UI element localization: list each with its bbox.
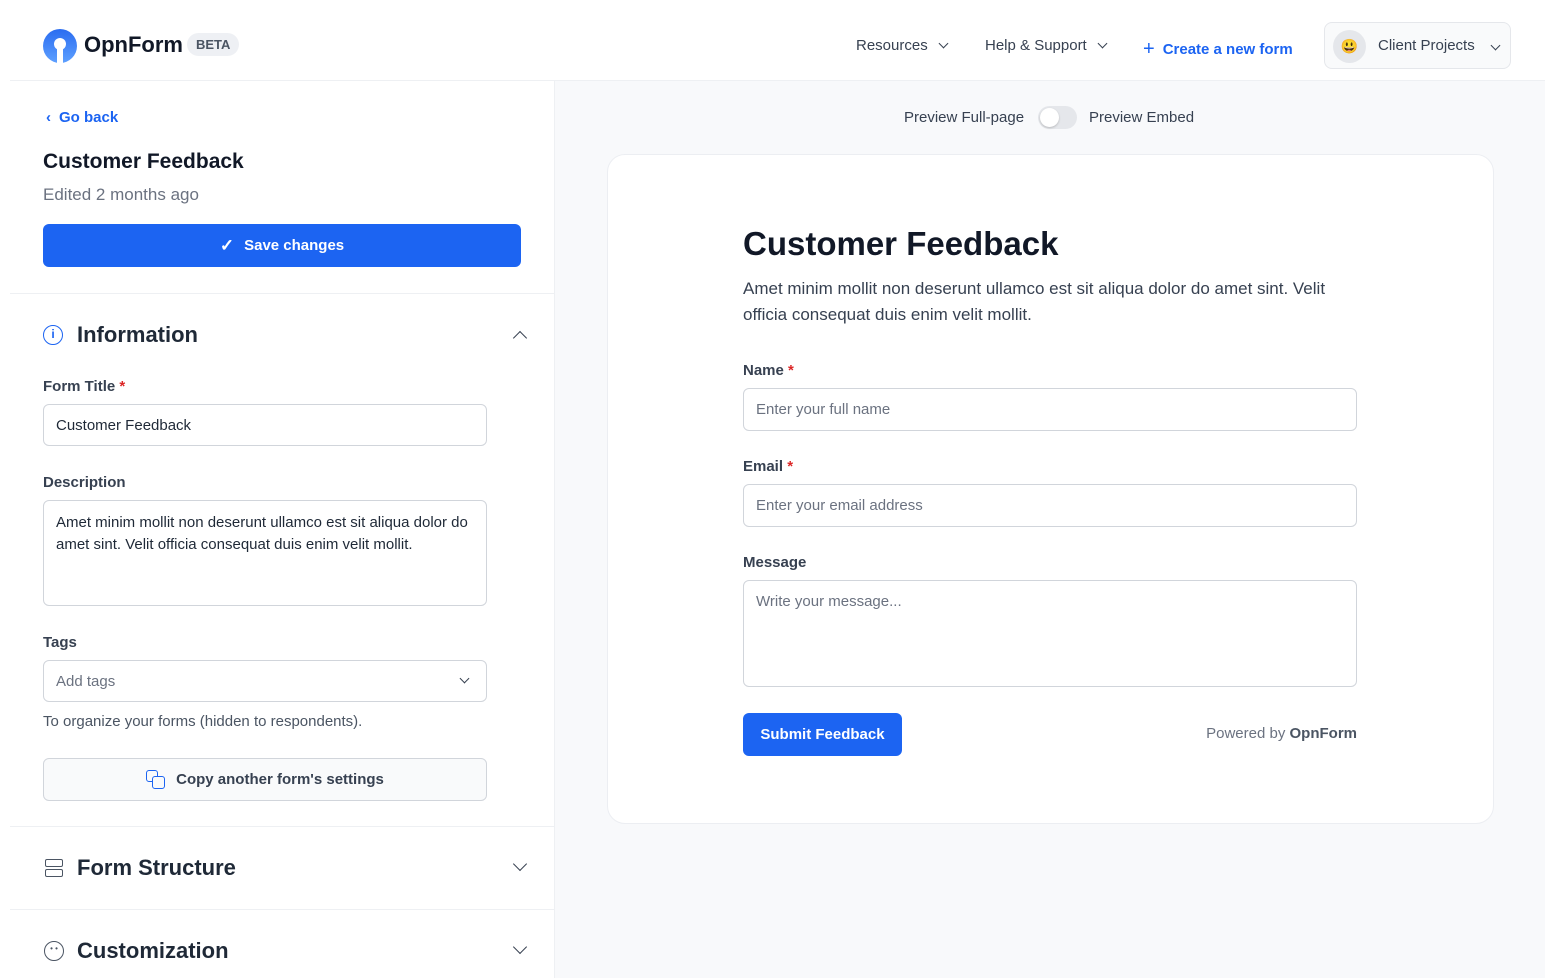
chevron-up-icon[interactable] <box>512 330 528 346</box>
chevron-down-icon[interactable] <box>512 856 528 872</box>
save-changes-button[interactable]: ✓ Save changes <box>43 224 521 267</box>
workspace-name: Client Projects <box>1378 37 1475 54</box>
name-input[interactable]: Enter your full name <box>743 388 1357 431</box>
go-back-label: Go back <box>59 109 119 126</box>
opnform-logo[interactable] <box>43 29 77 63</box>
powered-by-link[interactable]: Powered by OpnForm <box>1206 725 1357 742</box>
copy-settings-button[interactable]: Copy another form's settings <box>43 758 487 801</box>
form-preview-card: Customer Feedback Amet minim mollit non … <box>607 154 1494 824</box>
message-textarea[interactable]: Write your message... <box>743 580 1357 687</box>
form-title-input[interactable]: Customer Feedback <box>43 404 487 446</box>
tags-help-text: To organize your forms (hidden to respon… <box>43 713 363 730</box>
info-icon: i <box>43 325 63 345</box>
go-back-link[interactable]: ‹ Go back <box>46 109 118 126</box>
workspace-avatar: 😃 <box>1333 30 1366 63</box>
check-icon: ✓ <box>219 235 235 255</box>
description-label: Description <box>43 474 126 491</box>
form-structure-section-header[interactable]: Form Structure <box>77 855 236 880</box>
chevron-down-icon <box>1490 40 1501 51</box>
form-preview-area: Preview Full-page Preview Embed Customer… <box>555 81 1545 978</box>
chevron-down-icon <box>459 673 470 684</box>
customization-section-header[interactable]: Customization <box>77 938 229 963</box>
form-title-label: Form Title * <box>43 378 126 395</box>
chevron-down-icon[interactable] <box>512 939 528 955</box>
edited-status: Edited 2 months ago <box>43 185 199 204</box>
form-structure-icon <box>45 859 63 877</box>
required-asterisk: * <box>119 378 126 395</box>
chevron-down-icon <box>1097 38 1108 49</box>
brand-name[interactable]: OpnForm <box>84 32 183 57</box>
preview-form-description: Amet minim mollit non deserunt ullamco e… <box>743 279 1326 324</box>
divider <box>10 909 555 910</box>
toggle-knob <box>1040 108 1059 127</box>
description-textarea[interactable]: Amet minim mollit non deserunt ullamco e… <box>43 500 487 606</box>
palette-icon: • • <box>44 941 64 961</box>
tags-select[interactable]: Add tags <box>43 660 487 702</box>
tags-placeholder: Add tags <box>56 672 116 690</box>
preview-form-title: Customer Feedback <box>743 225 1059 262</box>
resources-menu[interactable]: Resources <box>856 37 949 54</box>
top-navbar: OpnForm BETA Resources Help & Support + C… <box>10 0 1545 81</box>
create-form-label: Create a new form <box>1162 41 1293 58</box>
form-editor-sidebar: ‹ Go back Customer Feedback Edited 2 mont… <box>10 81 555 978</box>
copy-label: Copy another form's settings <box>176 771 384 788</box>
help-support-menu[interactable]: Help & Support <box>985 37 1108 54</box>
workspace-switcher[interactable]: 😃 Client Projects <box>1324 22 1511 69</box>
copy-icon <box>146 769 166 790</box>
save-label: Save changes <box>244 237 345 254</box>
preview-embed-label: Preview Embed <box>1089 109 1195 126</box>
tags-label: Tags <box>43 634 77 651</box>
email-input[interactable]: Enter your email address <box>743 484 1357 527</box>
preview-full-page-label: Preview Full-page <box>904 109 1025 126</box>
beta-badge: BETA <box>187 33 240 56</box>
divider <box>10 293 555 294</box>
divider <box>10 826 555 827</box>
plus-icon: + <box>1143 38 1155 60</box>
message-label: Message <box>743 554 807 571</box>
submit-feedback-button[interactable]: Submit Feedback <box>743 713 902 756</box>
information-section-header[interactable]: Information <box>77 322 198 347</box>
chevron-down-icon <box>938 38 949 49</box>
chevron-left-icon: ‹ <box>46 109 51 126</box>
form-title-heading: Customer Feedback <box>43 150 244 173</box>
help-label: Help & Support <box>985 37 1087 54</box>
preview-mode-toggle[interactable] <box>1038 106 1077 129</box>
create-form-link[interactable]: + Create a new form <box>1143 37 1293 60</box>
name-label: Name * <box>743 362 794 379</box>
resources-label: Resources <box>856 37 928 54</box>
email-label: Email * <box>743 458 794 475</box>
